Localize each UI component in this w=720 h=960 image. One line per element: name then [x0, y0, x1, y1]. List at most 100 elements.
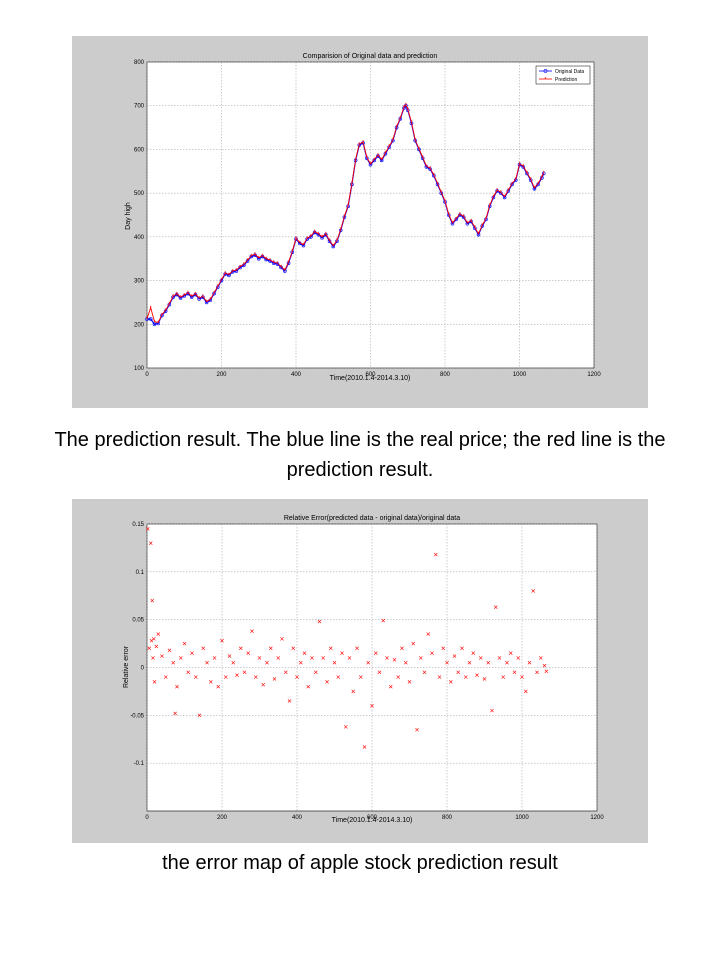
- error-point: [216, 684, 221, 689]
- error-point: [355, 646, 359, 651]
- error-point: [295, 675, 299, 679]
- data-point-prediction: *: [343, 214, 345, 220]
- y-tick-label: 600: [134, 147, 145, 153]
- data-point-prediction: *: [228, 272, 230, 278]
- data-point-original: [428, 167, 432, 171]
- data-point-prediction: *: [321, 235, 323, 241]
- chart-title: Relative Error(predicted data - original…: [284, 515, 460, 522]
- error-point: [205, 660, 209, 665]
- error-point: [235, 673, 239, 677]
- error-point: [460, 646, 464, 651]
- data-point-original: [461, 215, 466, 219]
- error-point: [238, 646, 243, 651]
- error-point: [223, 675, 228, 679]
- error-point: [437, 675, 442, 679]
- data-point-original: [152, 322, 157, 327]
- error-point: [220, 638, 224, 643]
- error-point: [531, 589, 536, 593]
- error-point: [151, 656, 155, 660]
- error-point: [310, 656, 314, 660]
- error-point: [512, 670, 517, 675]
- error-point: [253, 675, 258, 679]
- error-point: [544, 669, 549, 674]
- data-point-prediction: *: [459, 212, 461, 218]
- error-point: [400, 646, 404, 651]
- y-tick-label: -0.05: [130, 713, 144, 719]
- data-point-prediction: *: [302, 243, 304, 249]
- data-point-prediction: *: [235, 268, 237, 274]
- error-point: [478, 656, 483, 660]
- x-tick-label: 0: [145, 372, 149, 378]
- data-point-prediction: *: [500, 190, 502, 196]
- chart-title: Comparision of Original data and predict…: [303, 53, 438, 60]
- data-point-prediction: *: [485, 216, 487, 222]
- data-point-prediction: *: [422, 155, 424, 161]
- data-point-prediction: *: [239, 264, 241, 270]
- error-point: [441, 646, 446, 651]
- x-tick-label: 1200: [590, 815, 604, 821]
- data-point-prediction: *: [444, 199, 446, 205]
- data-point-prediction: *: [455, 216, 457, 222]
- data-point-prediction: *: [437, 181, 439, 187]
- error-point: [265, 660, 269, 665]
- error-point: [242, 670, 247, 675]
- error-point: [171, 660, 176, 665]
- error-point: [246, 651, 251, 655]
- data-point-prediction: *: [496, 188, 498, 194]
- data-point-prediction: *: [288, 260, 290, 266]
- data-point-prediction: *: [407, 107, 409, 113]
- error-point: [505, 660, 509, 665]
- data-point-prediction: *: [254, 252, 256, 258]
- error-point: [358, 675, 363, 679]
- y-tick-labels: 100 200 300 400 500 600 700 800: [134, 60, 145, 372]
- data-point-prediction: *: [336, 238, 338, 244]
- data-point-original: [249, 254, 254, 259]
- data-point-prediction: *: [146, 316, 148, 322]
- data-point-prediction: *: [384, 151, 386, 157]
- error-point: [418, 656, 423, 660]
- data-point-original: [171, 295, 175, 299]
- data-point-prediction: *: [451, 221, 453, 227]
- y-tick-label: 500: [134, 191, 145, 197]
- legend-box: [535, 65, 591, 85]
- error-point: [197, 713, 202, 718]
- data-point-original: [357, 143, 362, 147]
- data-point-prediction: *: [507, 188, 509, 194]
- error-point: [497, 656, 502, 660]
- error-point: [268, 646, 273, 651]
- error-point: [147, 646, 152, 651]
- data-point-prediction: *: [405, 103, 407, 109]
- error-point: [178, 656, 183, 660]
- error-point: [287, 699, 292, 703]
- data-point-prediction: *: [515, 177, 517, 183]
- error-point: [467, 660, 472, 665]
- data-point-prediction: *: [284, 268, 286, 274]
- error-point: [430, 651, 434, 655]
- error-point: [501, 675, 506, 679]
- y-tick-label: 0.05: [132, 618, 144, 624]
- data-point-prediction: *: [217, 284, 219, 290]
- data-point-prediction: *: [280, 264, 282, 270]
- error-point: [463, 675, 468, 679]
- error-point: [415, 727, 419, 732]
- error-point: [201, 646, 206, 651]
- data-point-prediction: *: [347, 203, 349, 209]
- y-tick-label: 300: [134, 279, 145, 285]
- x-tick-label: 1200: [587, 372, 601, 378]
- x-axis-label: Time(2010.1.4-2014.3.10): [330, 375, 411, 382]
- error-point: [490, 708, 494, 713]
- bottom-caption: the error map of apple stock prediction …: [162, 852, 558, 874]
- legend-marker-original: [543, 69, 548, 73]
- error-point: [280, 636, 284, 641]
- data-point-prediction: *: [183, 293, 185, 299]
- data-point-prediction: *: [526, 170, 528, 176]
- y-tick-label: 700: [134, 104, 145, 110]
- data-point-prediction: *: [530, 177, 532, 183]
- data-point-prediction: *: [187, 291, 189, 297]
- error-point: [313, 670, 318, 675]
- y-tick-label: -0.1: [134, 761, 145, 767]
- data-point-prediction: *: [481, 223, 483, 229]
- legend-label-prediction: Prediction: [555, 77, 577, 83]
- error-point: [381, 618, 386, 623]
- error-point: [325, 680, 329, 684]
